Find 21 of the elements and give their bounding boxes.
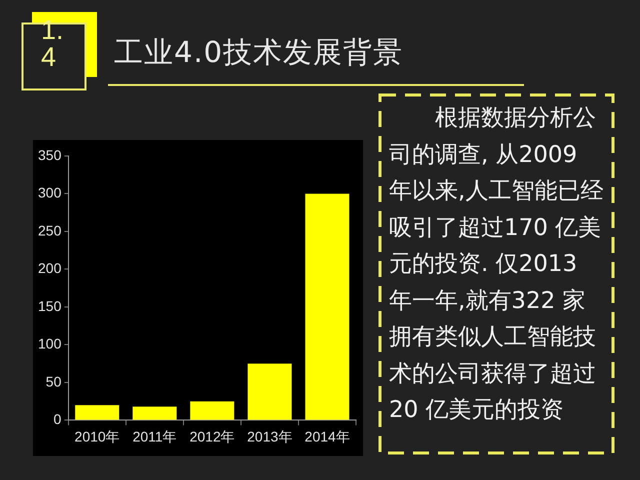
y-tick-label: 200	[38, 260, 62, 276]
bar	[75, 405, 120, 420]
text: 1.4	[41, 15, 65, 72]
y-tick-label: 50	[46, 373, 62, 390]
text: 根据数据分析公司的调查, 从2009 年以来,人工智能已经吸引了超过170 亿美元的投资. 仅2013 年一年,就有322 家拥有类似人工智能技术的公司获得了超过20 亿美元的投资	[389, 105, 604, 423]
bar	[190, 401, 234, 420]
y-tick-label: 250	[38, 222, 62, 238]
y-tick-label: 150	[38, 298, 62, 314]
bar	[132, 406, 177, 420]
y-tick-label: 100	[38, 336, 62, 352]
chart-title: 工业4.0技术发展背景	[114, 34, 404, 70]
bar	[305, 194, 350, 420]
x-tick-label: 2012年	[190, 428, 235, 444]
y-tick-label: 300	[38, 184, 62, 201]
bar	[248, 364, 292, 420]
x-tick-label: 2014年	[304, 428, 350, 444]
y-tick-label: 0	[54, 411, 62, 428]
y-tick-label: 350	[38, 146, 62, 163]
x-tick-label: 2011年	[132, 428, 177, 444]
x-tick-label: 2010年	[74, 428, 120, 444]
x-tick-label: 2013年	[247, 428, 292, 444]
